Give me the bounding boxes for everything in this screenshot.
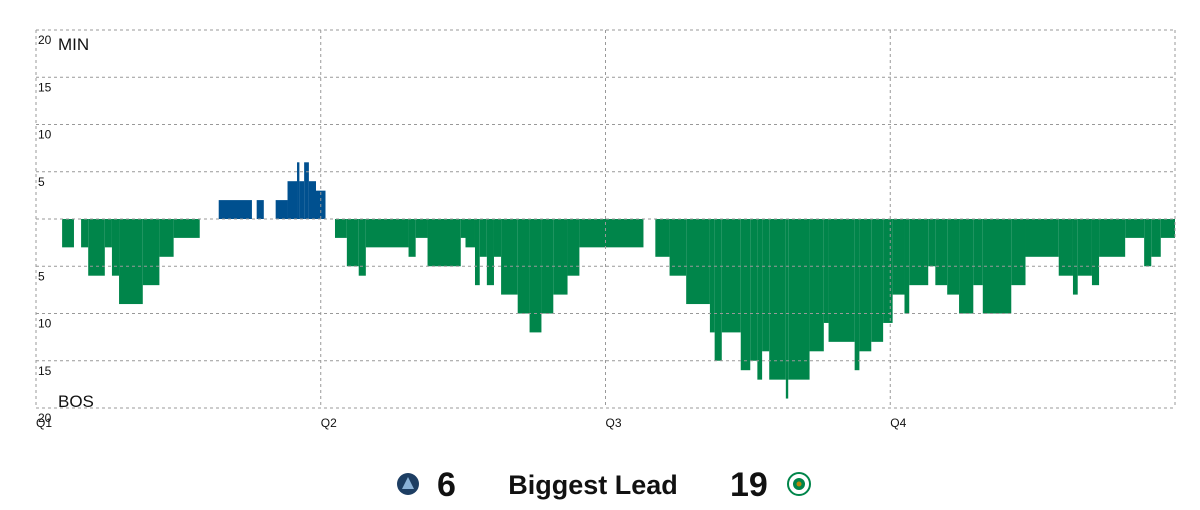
- lead-bar: [297, 162, 300, 219]
- lead-bar: [474, 219, 480, 286]
- y-tick-label: 10: [38, 317, 52, 331]
- lead-bar: [529, 219, 542, 333]
- lead-bar: [334, 219, 347, 238]
- lead-bar: [823, 219, 829, 323]
- lead-bar: [714, 219, 722, 361]
- lead-bar: [1099, 219, 1126, 257]
- lead-bar: [408, 219, 416, 257]
- lead-bar: [709, 219, 715, 333]
- biggest-lead-label: Biggest Lead: [508, 470, 678, 500]
- lead-bar: [750, 219, 758, 361]
- lead-bar: [460, 219, 466, 238]
- lead-bar: [1077, 219, 1092, 276]
- lead-bar: [854, 219, 860, 371]
- x-tick-label: Q3: [606, 416, 622, 430]
- right-logo: [787, 472, 811, 496]
- lead-bar: [256, 200, 264, 219]
- lead-bar: [427, 219, 461, 267]
- lead-bar: [287, 181, 298, 219]
- lead-bar: [104, 219, 112, 248]
- lead-bar: [721, 219, 741, 333]
- lead-bar: [740, 219, 751, 371]
- lead-bar: [501, 219, 518, 295]
- lead-bar: [358, 219, 366, 276]
- lead-bar: [1091, 219, 1100, 286]
- lead-bar: [346, 219, 359, 267]
- lead-bar: [909, 219, 929, 286]
- lead-bar: [928, 219, 936, 267]
- lead-bar: [1011, 219, 1026, 286]
- y-tick-label: 20: [38, 33, 52, 47]
- x-tick-label: Q4: [890, 416, 906, 430]
- lead-bar: [1025, 219, 1059, 257]
- lead-bar: [809, 219, 824, 352]
- lead-bar: [1160, 219, 1175, 238]
- lead-bar: [119, 219, 143, 305]
- lead-bar: [365, 219, 409, 248]
- lead-bar: [973, 219, 983, 286]
- lead-bar: [788, 219, 810, 380]
- top-team: MIN: [58, 35, 89, 54]
- lead-bar: [762, 219, 770, 352]
- lead-bar: [81, 219, 89, 248]
- lead-bar: [1058, 219, 1073, 276]
- lead-bar: [486, 219, 494, 286]
- lead-bar: [567, 219, 580, 276]
- lead-bar: [1151, 219, 1161, 257]
- lead-bar: [479, 219, 487, 257]
- lead-bar: [493, 219, 502, 257]
- lead-bar: [308, 181, 317, 219]
- lead-bar: [62, 219, 74, 248]
- lead-bar: [947, 219, 960, 295]
- lead-bar: [415, 219, 428, 238]
- lead-bar: [859, 219, 872, 352]
- lead-bar: [159, 219, 174, 257]
- lead-bar: [1125, 219, 1145, 238]
- lead-bar: [935, 219, 948, 286]
- lead-bar: [218, 200, 252, 219]
- lead-bar: [669, 219, 687, 276]
- lead-bar: [892, 219, 905, 295]
- lead-bar: [304, 162, 309, 219]
- lead-bar: [655, 219, 670, 257]
- lead-bar: [757, 219, 763, 380]
- lead-bar: [299, 181, 305, 219]
- lead-bar: [785, 219, 789, 399]
- y-tick-label: 10: [38, 128, 52, 142]
- lead-bar: [871, 219, 884, 342]
- lead-bar: [173, 219, 200, 238]
- left-biggest-lead: 6: [437, 466, 456, 504]
- y-tick-label: 15: [38, 364, 52, 378]
- lead-bar: [88, 219, 105, 276]
- lead-bar: [686, 219, 710, 305]
- right-biggest-lead: 19: [730, 466, 768, 504]
- y-tick-label: 5: [38, 269, 45, 283]
- lead-bar: [828, 219, 855, 342]
- lead-bar: [553, 219, 568, 295]
- x-tick-label: Q2: [321, 416, 337, 430]
- x-tick-label: Q1: [36, 416, 52, 430]
- bottom-team: BOS: [58, 392, 94, 411]
- lead-bar: [1072, 219, 1078, 295]
- y-tick-label: 20: [38, 411, 52, 425]
- lead-bar: [142, 219, 160, 286]
- y-tick-label: 15: [38, 80, 52, 94]
- y-tick-label: 5: [38, 175, 45, 189]
- lead-bar: [275, 200, 288, 219]
- lead-bar: [1144, 219, 1152, 267]
- lead-bar: [883, 219, 893, 323]
- lead-bar: [111, 219, 120, 276]
- lead-bar: [769, 219, 786, 380]
- left-logo: [397, 473, 419, 495]
- lead-bar: [465, 219, 475, 248]
- lead-bar: [579, 219, 644, 248]
